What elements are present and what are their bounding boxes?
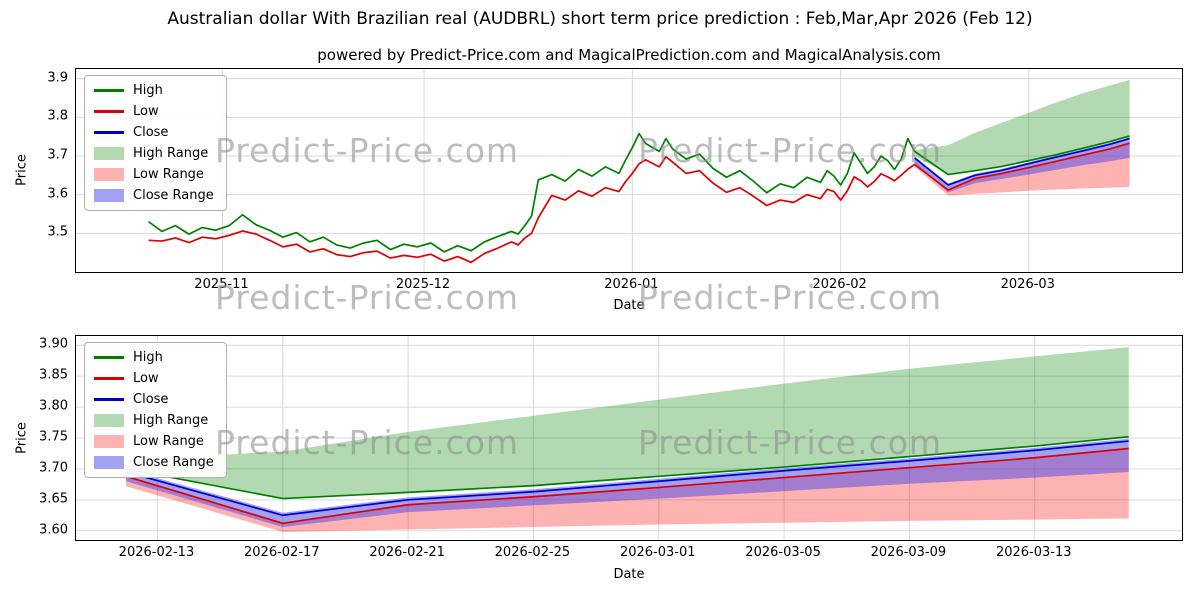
x-tick-label: 2025-11 bbox=[194, 277, 249, 292]
legend-swatch-patch bbox=[94, 435, 124, 448]
x-tick-label: 2026-02-17 bbox=[244, 545, 320, 560]
legend-label: High Range bbox=[133, 146, 209, 161]
legend-label: High bbox=[133, 350, 163, 365]
high-line bbox=[148, 132, 1130, 253]
legend-label: Low Range bbox=[133, 434, 204, 449]
y-tick-label: 3.7 bbox=[47, 147, 68, 163]
legend-item: Close Range bbox=[94, 187, 214, 204]
x-tick-label: 2026-03-01 bbox=[619, 545, 696, 560]
legend-swatch-patch bbox=[94, 168, 124, 181]
watermark-text: Predict-Price.com bbox=[638, 278, 943, 317]
y-tick-label: 3.5 bbox=[47, 224, 68, 240]
x-axis-label: Date bbox=[613, 567, 645, 582]
legend-item: High Range bbox=[94, 412, 214, 429]
legend-label: High Range bbox=[133, 413, 209, 428]
low-line bbox=[125, 447, 1129, 525]
legend-swatch-line bbox=[94, 398, 124, 401]
legend-swatch-line bbox=[94, 131, 124, 134]
legend-label: High bbox=[133, 83, 163, 98]
high-range-band bbox=[914, 79, 1130, 175]
high-range-band bbox=[126, 347, 1129, 499]
watermark-text: Predict-Price.com bbox=[215, 423, 520, 462]
legend-swatch-line bbox=[94, 110, 124, 113]
watermark-text: Predict-Price.com bbox=[215, 131, 520, 170]
legend-label: Low Range bbox=[133, 167, 204, 182]
y-tick-label: 3.9 bbox=[47, 70, 68, 86]
legend-swatch-patch bbox=[94, 414, 124, 427]
close-line bbox=[914, 137, 1130, 186]
legend-label: Close Range bbox=[133, 188, 214, 203]
plot-area bbox=[75, 335, 1183, 541]
legend-item: High bbox=[94, 82, 214, 99]
x-tick-label: 2026-03-05 bbox=[745, 545, 821, 560]
watermark-text: Predict-Price.com bbox=[638, 423, 943, 462]
legend-item: Low Range bbox=[94, 166, 214, 183]
x-tick-label: 2026-02-25 bbox=[494, 545, 571, 560]
close-line bbox=[125, 440, 1129, 517]
x-axis-label: Date bbox=[613, 298, 645, 313]
legend-item: Low bbox=[94, 103, 214, 120]
plot-canvas bbox=[76, 336, 1182, 540]
y-tick-label: 3.60 bbox=[39, 522, 68, 538]
x-tick-label: 2026-01 bbox=[604, 277, 659, 292]
plot-area bbox=[75, 68, 1183, 273]
legend-swatch-patch bbox=[94, 189, 124, 202]
legend-label: Low bbox=[133, 104, 159, 119]
x-tick-label: 2026-03-13 bbox=[995, 545, 1072, 560]
chart-subtitle: powered by Predict-Price.com and Magical… bbox=[317, 46, 941, 64]
y-tick-label: 3.85 bbox=[39, 367, 68, 383]
low-line bbox=[148, 142, 1130, 264]
legend-item: Close Range bbox=[94, 454, 214, 471]
y-tick-label: 3.6 bbox=[47, 186, 68, 202]
y-tick-label: 3.8 bbox=[47, 108, 68, 124]
legend: High Low Close High Range Low Range Close Ran… bbox=[84, 342, 227, 478]
x-tick-label: 2026-03-09 bbox=[870, 545, 947, 560]
legend-label: Low bbox=[133, 371, 159, 386]
legend-item: Close bbox=[94, 124, 214, 141]
legend-swatch-line bbox=[94, 356, 124, 359]
x-tick-label: 2026-02-21 bbox=[369, 545, 445, 560]
legend-item: Low bbox=[94, 370, 214, 387]
x-tick-label: 2026-02-13 bbox=[118, 545, 195, 560]
legend-swatch-patch bbox=[94, 456, 124, 469]
x-tick-label: 2026-03 bbox=[1000, 277, 1055, 292]
watermark-text: Predict-Price.com bbox=[638, 131, 943, 170]
figure-title: Australian dollar With Brazilian real (A… bbox=[167, 9, 1033, 29]
legend-item: High bbox=[94, 349, 214, 366]
legend-item: Close bbox=[94, 391, 214, 408]
legend-swatch-line bbox=[94, 377, 124, 380]
plot-canvas bbox=[76, 69, 1182, 272]
legend-swatch-line bbox=[94, 89, 124, 92]
y-tick-label: 3.70 bbox=[39, 460, 68, 476]
x-tick-label: 2026-02 bbox=[812, 277, 867, 292]
legend-item: High Range bbox=[94, 145, 214, 162]
y-tick-label: 3.65 bbox=[39, 491, 68, 507]
legend-label: Close bbox=[133, 125, 169, 140]
high-line bbox=[125, 435, 1129, 500]
y-axis-label: Price bbox=[14, 422, 30, 454]
watermark-text: Predict-Price.com bbox=[215, 278, 520, 317]
x-tick-label: 2025-12 bbox=[395, 277, 451, 292]
legend-item: Low Range bbox=[94, 433, 214, 450]
legend-label: Close bbox=[133, 392, 169, 407]
y-tick-label: 3.75 bbox=[39, 429, 68, 445]
y-tick-label: 3.80 bbox=[39, 398, 68, 414]
legend-label: Close Range bbox=[133, 455, 214, 470]
close-range-band bbox=[126, 438, 1129, 528]
legend-swatch-patch bbox=[94, 147, 124, 160]
legend: High Low Close High Range Low Range Close Ran… bbox=[84, 75, 227, 211]
y-tick-label: 3.90 bbox=[39, 336, 68, 352]
